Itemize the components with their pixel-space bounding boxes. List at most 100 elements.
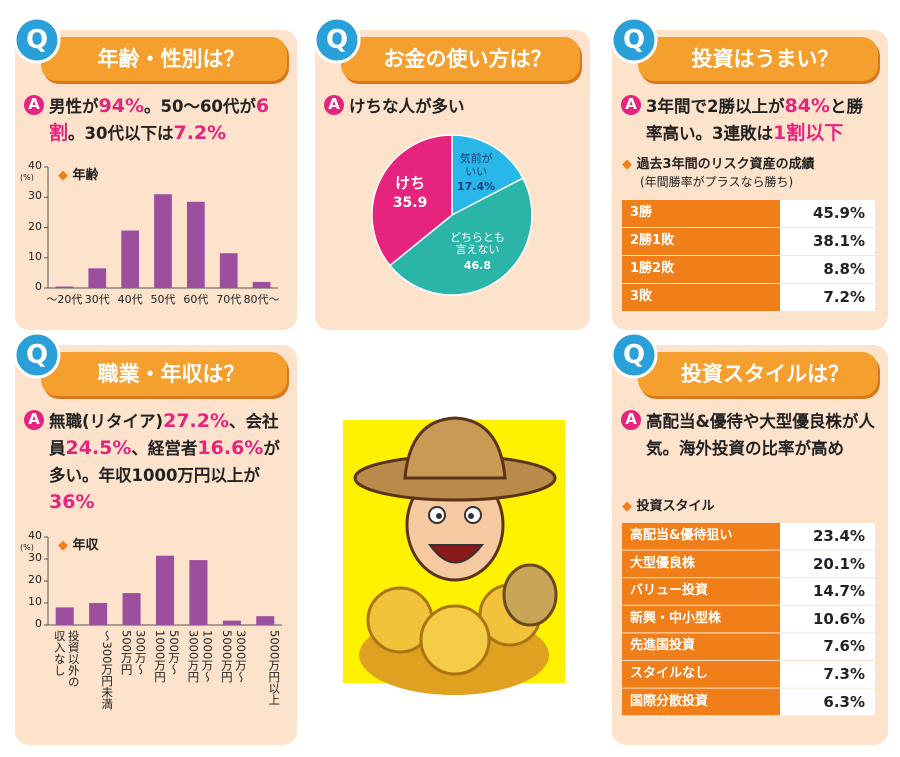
- x-tick-label: 投資以外の 収入なし: [52, 630, 81, 688]
- row-value-cell: [780, 633, 875, 660]
- a-badge: [621, 410, 641, 430]
- answer-highlight: 84%: [784, 95, 830, 117]
- answer-text: 。30代以下は: [68, 124, 174, 143]
- y-tick-label: 0: [35, 280, 42, 293]
- row-value: 8.8%: [823, 260, 865, 278]
- x-tick-label: 500万～ 1000万円: [153, 630, 181, 683]
- row-value-cell: [780, 284, 875, 311]
- q-badge: [610, 331, 658, 379]
- slice-label: どちらとも 言えない: [449, 230, 505, 257]
- slice-value: 17.4%: [457, 180, 496, 194]
- panel-title: 投資スタイルは？: [681, 362, 849, 386]
- slice-label: けち: [395, 174, 426, 193]
- x-tick-label: ～300万円未満: [100, 630, 115, 710]
- y-tick-label: 20: [28, 219, 42, 233]
- legend: 年齢: [58, 168, 99, 184]
- row-label: 2勝1敗: [630, 233, 675, 248]
- row-value-cell: [780, 688, 875, 716]
- pie-slice: [388, 177, 533, 296]
- slice-value: 35.9: [392, 195, 428, 212]
- row-label: バリュー投資: [630, 583, 709, 599]
- q-badge-text: Q: [25, 340, 49, 370]
- q-badge-text: Q: [25, 25, 49, 55]
- a-badge-text: A: [28, 95, 40, 113]
- pie-slice: [451, 134, 525, 217]
- title-bar: [341, 37, 580, 81]
- q-badge-text: Q: [325, 25, 349, 55]
- a-badge-text: A: [625, 410, 637, 428]
- q-badge: [610, 16, 658, 64]
- a-badge-text: A: [328, 95, 340, 113]
- row-label: 3勝: [630, 205, 653, 220]
- bar: [186, 201, 205, 288]
- bar: [122, 593, 141, 625]
- title-bar: [41, 37, 287, 81]
- pie-slice: [371, 134, 453, 267]
- bar: [89, 603, 108, 625]
- bar: [219, 253, 238, 288]
- answer: 男性が94%。50～60代が6割。30代以下は7.2%: [49, 93, 285, 147]
- q-badge: [313, 16, 361, 64]
- panel-title: 投資はうまい？: [691, 47, 839, 71]
- answer-text: 、会社員: [49, 412, 279, 458]
- y-tick-label: 40: [28, 529, 42, 542]
- answer: けちな人が多い: [349, 93, 578, 120]
- answer-highlight: 94%: [98, 95, 144, 117]
- x-tick-label: 70代: [216, 293, 242, 306]
- row-label-cell: [622, 256, 780, 283]
- answer-text: 3年間で2勝以上が: [646, 97, 785, 116]
- x-tick-label: 1000万～ 3000万円: [186, 630, 215, 683]
- bar: [155, 555, 175, 625]
- q-badge-text: Q: [622, 25, 646, 55]
- y-tick-label: 30: [28, 551, 42, 564]
- legend: 年収: [58, 538, 99, 554]
- row-value-cell: [780, 605, 875, 633]
- row-value-cell: [780, 661, 875, 688]
- answer-highlight: 7.2%: [173, 122, 227, 144]
- panel-title: 年齢・性別は？: [97, 47, 245, 71]
- title-bar: [638, 352, 878, 396]
- y-tick-label: 40: [28, 159, 42, 172]
- row-label: 3敗: [630, 289, 653, 304]
- q-badge: [13, 331, 61, 379]
- answer: 高配当&優待や大型優良株が人気。海外投資の比率が高め: [646, 408, 876, 462]
- row-value-cell: [780, 578, 875, 605]
- y-tick-label: 30: [28, 189, 42, 203]
- row-value: 20.1%: [812, 554, 865, 573]
- row-label-cell: [622, 228, 780, 255]
- bar: [55, 607, 74, 625]
- row-label-cell: [622, 661, 780, 688]
- row-value: 45.9%: [812, 204, 865, 222]
- row-value: 23.4%: [812, 527, 865, 545]
- x-tick-label: 40代: [117, 293, 143, 306]
- row-value: 38.1%: [812, 232, 865, 250]
- x-tick-label: 5000万円以上: [267, 630, 282, 706]
- panel-title: 職業・年収は？: [97, 362, 245, 386]
- row-value-cell: [780, 523, 875, 550]
- slice-label: 気前が いい: [459, 152, 493, 178]
- q-badge-text: Q: [622, 340, 646, 370]
- x-tick-label: 30代: [84, 293, 110, 306]
- row-value-cell: [780, 228, 875, 255]
- table-title: 過去3年間のリスク資産の成績: [622, 157, 815, 173]
- row-value-cell: [780, 550, 875, 578]
- answer-text: が多い。年収1000万円以上が: [49, 439, 280, 485]
- bar: [189, 560, 208, 625]
- bar: [55, 286, 74, 288]
- answer-highlight: 1割以下: [772, 122, 844, 144]
- title-bar: [638, 37, 878, 81]
- bar: [121, 230, 140, 288]
- illustration: [343, 416, 565, 695]
- a-badge: [324, 95, 344, 115]
- q-badge: [13, 16, 61, 64]
- a-badge: [24, 410, 44, 430]
- row-label-cell: [622, 688, 780, 716]
- answer-text: 、経営者: [131, 439, 198, 458]
- x-tick-label: ～20代: [46, 293, 83, 306]
- panel-title: お金の使い方は？: [383, 47, 552, 71]
- answer-text: 高配当&優待や大型優良株が人気。海外投資の比率が高め: [646, 412, 875, 458]
- row-value: 14.7%: [812, 582, 865, 601]
- row-label: 高配当&優待狙い: [630, 528, 733, 543]
- row-label: 国際分散投資: [630, 693, 709, 709]
